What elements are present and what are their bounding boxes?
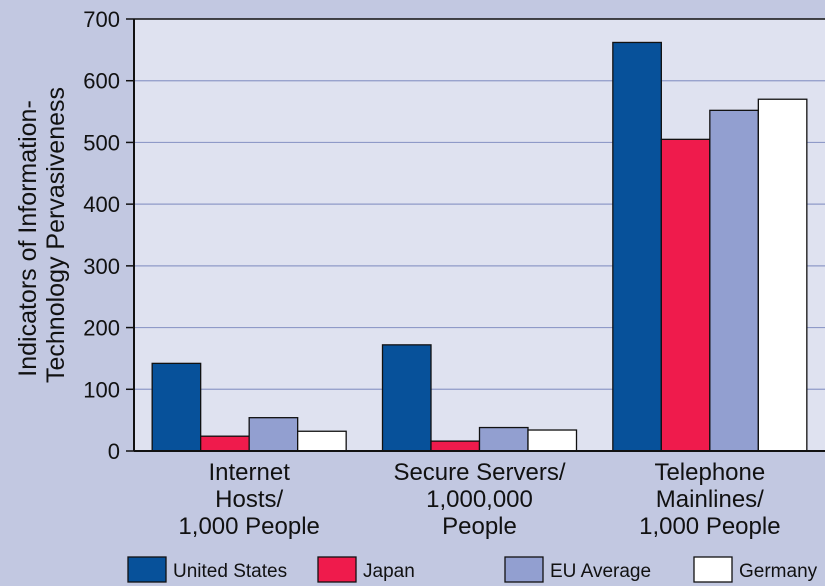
y-axis-title-line-2: Technology Pervasiveness — [42, 87, 70, 383]
bar-eu-average-2 — [709, 109, 759, 452]
legend-label: United States — [173, 561, 287, 582]
x-category-label: 1,000 People — [639, 513, 780, 540]
y-ticks: 0 100 200 300 400 500 600 700 — [83, 7, 134, 464]
bar-germany-1 — [527, 429, 578, 452]
x-category-label: People — [442, 513, 517, 540]
x-category-label: 1,000 People — [178, 513, 319, 540]
bar-japan-2 — [660, 138, 711, 452]
bar-germany-0 — [297, 430, 347, 452]
legend-label: EU Average — [550, 561, 651, 582]
y-tick-label: 500 — [83, 130, 120, 155]
y-axis-title: Indicators of Information- Technology Pe… — [14, 87, 70, 383]
y-tick-label: 100 — [83, 377, 120, 402]
x-category-label: Hosts/ — [215, 486, 283, 513]
bar-eu-average-1 — [478, 426, 529, 452]
y-tick-label: 200 — [83, 316, 120, 341]
y-tick-label: 300 — [83, 254, 120, 279]
bar-germany-2 — [757, 98, 808, 452]
bars — [151, 41, 808, 452]
x-category-label: Secure Servers/ — [393, 459, 565, 486]
y-tick-label: 600 — [83, 69, 120, 94]
bar-japan-0 — [200, 435, 250, 452]
gridlines — [134, 80, 825, 390]
x-category-label: Telephone — [654, 459, 765, 486]
legend-swatch — [127, 556, 167, 583]
x-category-label: 1,000,000 — [426, 486, 533, 513]
x-category-label: Mainlines/ — [656, 486, 764, 513]
legend: United States Japan EU Average Germany — [127, 556, 818, 583]
y-axis-title-line-1: Indicators of Information- — [14, 100, 42, 377]
y-tick-label: 0 — [108, 439, 120, 464]
legend-label: Germany — [739, 561, 818, 582]
bar-eu-average-0 — [248, 417, 299, 452]
legend-label: Japan — [363, 561, 415, 582]
bar-japan-1 — [430, 440, 481, 452]
y-tick-label: 700 — [83, 7, 120, 32]
x-category-label: Internet — [208, 459, 290, 486]
legend-swatch — [693, 556, 733, 583]
legend-swatch — [504, 556, 544, 583]
bar-united-states-2 — [612, 41, 662, 452]
legend-swatch — [317, 556, 357, 583]
bar-united-states-1 — [381, 344, 432, 452]
y-tick-label: 400 — [83, 192, 120, 217]
bar-united-states-0 — [151, 362, 202, 452]
